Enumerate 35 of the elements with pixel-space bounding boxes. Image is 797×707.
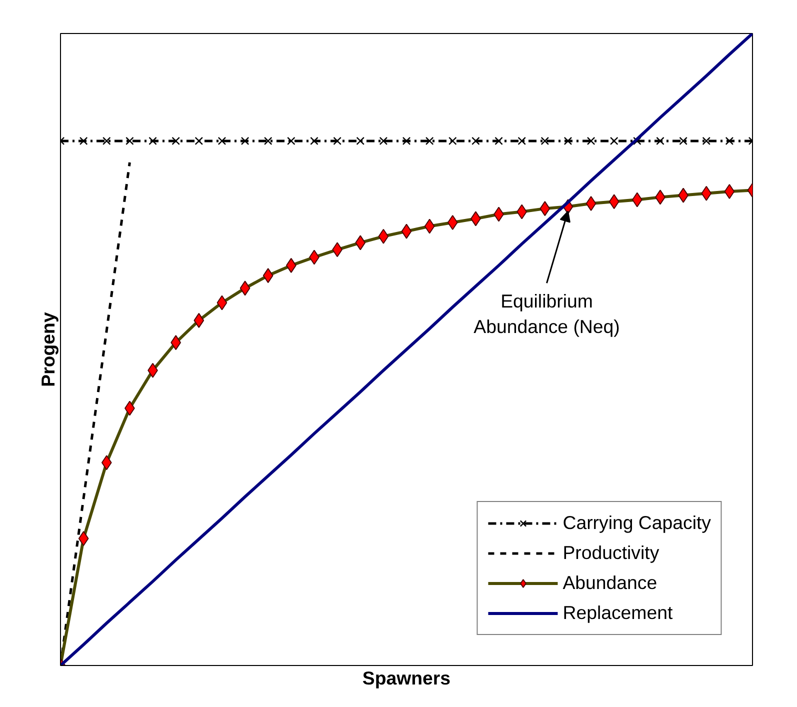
- point: [564, 136, 572, 146]
- point: [402, 136, 411, 146]
- point: [448, 136, 457, 146]
- point: [218, 136, 226, 146]
- point: [102, 136, 111, 146]
- point: [586, 136, 596, 146]
- legend-label: Carrying Capacity: [562, 512, 711, 534]
- point: [194, 136, 204, 146]
- point: [379, 136, 388, 146]
- point: [702, 136, 710, 146]
- y-axis-title: Progeny: [38, 312, 58, 387]
- point: [656, 136, 664, 146]
- point: [126, 136, 134, 146]
- point: [148, 136, 157, 146]
- point: [679, 136, 688, 146]
- point: [333, 136, 342, 146]
- point: [172, 136, 180, 146]
- legend-label: Abundance: [562, 572, 658, 594]
- point: [540, 136, 550, 146]
- point: [287, 136, 296, 146]
- point: [79, 136, 88, 146]
- point: [472, 136, 480, 146]
- annotation: Equilibrium Abundance (Neq): [474, 290, 620, 337]
- legend-label: Productivity: [562, 542, 660, 564]
- point: [356, 136, 364, 146]
- point: [425, 136, 434, 146]
- legend-label: Replacement: [562, 602, 673, 624]
- point: [610, 136, 618, 146]
- point: [518, 136, 526, 146]
- point: [264, 136, 272, 146]
- x-axis-title: Spawners: [362, 668, 451, 688]
- point: [725, 136, 734, 146]
- point: [240, 136, 250, 146]
- point: [494, 136, 503, 146]
- point: [310, 136, 318, 146]
